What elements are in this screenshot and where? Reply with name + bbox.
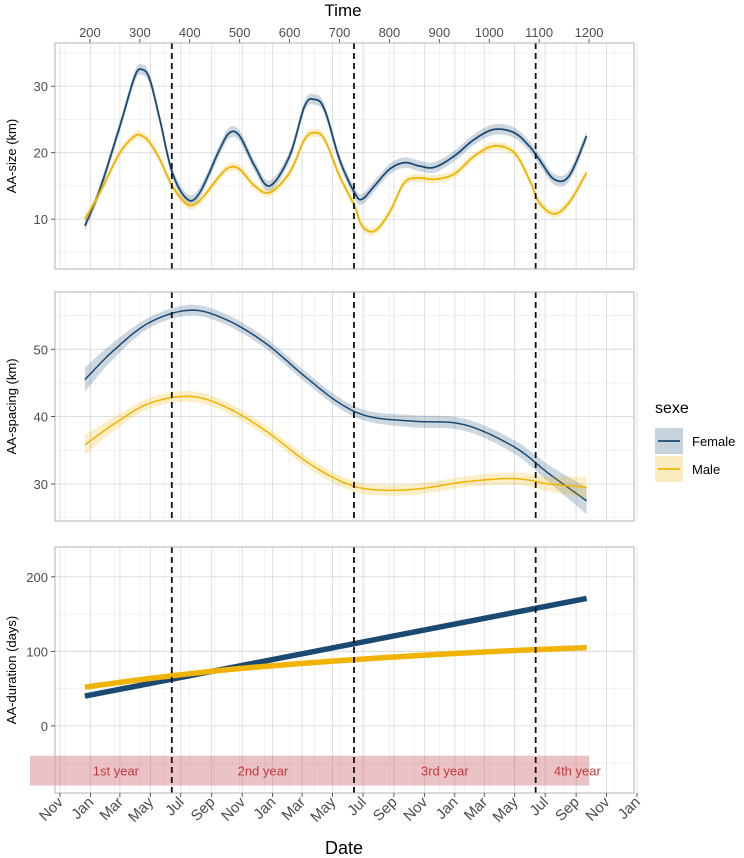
top-tick-label: 1200 (575, 25, 604, 40)
x-axis-title: Date (325, 838, 363, 858)
x-tick-label: Jul (526, 794, 552, 820)
chart-panels: 10 20 30 AA-size (km) 30 40 50 AA-spacing (km) 1… (4, 42, 638, 794)
x-tick-label: Jul (344, 794, 370, 820)
y-tick-label: 200 (26, 570, 48, 585)
panel-border (54, 42, 635, 270)
y-tick-label: 30 (34, 477, 48, 492)
y-tick-label: 100 (26, 644, 48, 659)
panel-border (54, 291, 635, 522)
y-tick-label: 40 (34, 410, 48, 425)
legend: sexe Female Male (655, 400, 735, 482)
x-tick-label: Jan (615, 794, 644, 823)
legend-label-male: Male (692, 462, 720, 477)
x-tick-label: Mar (96, 794, 126, 824)
x-tick-label: May (307, 793, 339, 825)
top-tick-label: 400 (179, 25, 201, 40)
series-line-female (84, 595, 588, 699)
year-band-label: 1st year (93, 764, 140, 779)
legend-title: sexe (655, 400, 689, 417)
series-line-male (84, 131, 588, 233)
top-axis-title: Time (324, 1, 361, 20)
top-tick-label: 1100 (525, 25, 553, 40)
x-tick-label: Jul (162, 794, 188, 820)
x-tick-label: Mar (461, 794, 491, 824)
top-axis-ticks: 200 300 400 500 600 700 800 900 1000 1100 1200 (79, 25, 604, 43)
series-line-male (84, 644, 587, 690)
x-tick-label: Mar (279, 794, 309, 824)
y-tick-label: 30 (34, 79, 48, 94)
panel-1: 10 20 30 AA-size (km) (4, 42, 638, 270)
x-tick-label: May (489, 793, 521, 825)
x-tick-label: Sep (370, 794, 401, 825)
series-line-male (84, 395, 587, 492)
top-tick-label: 600 (279, 25, 301, 40)
year-band-label: 2nd year (238, 764, 289, 779)
top-tick-label: 700 (329, 25, 351, 40)
y-tick-label: 10 (34, 212, 48, 227)
panel-border (54, 546, 635, 794)
x-tick-label: Jan (68, 794, 97, 823)
panel-2: 30 40 50 AA-spacing (km) (4, 291, 638, 522)
y-tick-label: 20 (34, 146, 48, 161)
ci-band-male (84, 128, 587, 236)
series-line-female (84, 309, 588, 502)
x-tick-label: Nov (400, 793, 431, 824)
top-tick-label: 800 (379, 25, 401, 40)
top-tick-label: 300 (129, 25, 151, 40)
y-axis-label: AA-spacing (km) (4, 358, 19, 454)
top-tick-label: 900 (428, 25, 450, 40)
x-tick-label: Sep (552, 794, 583, 825)
x-tick-label: Jan (433, 794, 462, 823)
x-tick-label: Nov (36, 793, 67, 824)
top-tick-label: 200 (79, 25, 101, 40)
year-band (29, 755, 590, 786)
x-tick-label: Nov (218, 793, 249, 824)
legend-items: Female Male (655, 428, 735, 482)
x-tick-label: Jan (250, 794, 279, 823)
panel-3: 1st year 2nd year 3rd year 4th year 0 100 200 A… (4, 546, 638, 794)
x-tick-label: Sep (188, 794, 219, 825)
legend-label-female: Female (692, 434, 735, 449)
y-axis-label: AA-size (km) (4, 119, 19, 193)
year-band-label: 3rd year (421, 764, 469, 779)
x-tick-label: May (125, 793, 157, 825)
y-tick-label: 50 (34, 342, 48, 357)
year-band-label: 4th year (554, 764, 602, 779)
x-tick-label: Nov (582, 793, 613, 824)
y-axis-label: AA-duration (days) (4, 616, 19, 724)
top-tick-label: 1000 (475, 25, 504, 40)
series-line-female (84, 68, 588, 227)
y-tick-label: 0 (41, 719, 48, 734)
top-tick-label: 500 (229, 25, 251, 40)
